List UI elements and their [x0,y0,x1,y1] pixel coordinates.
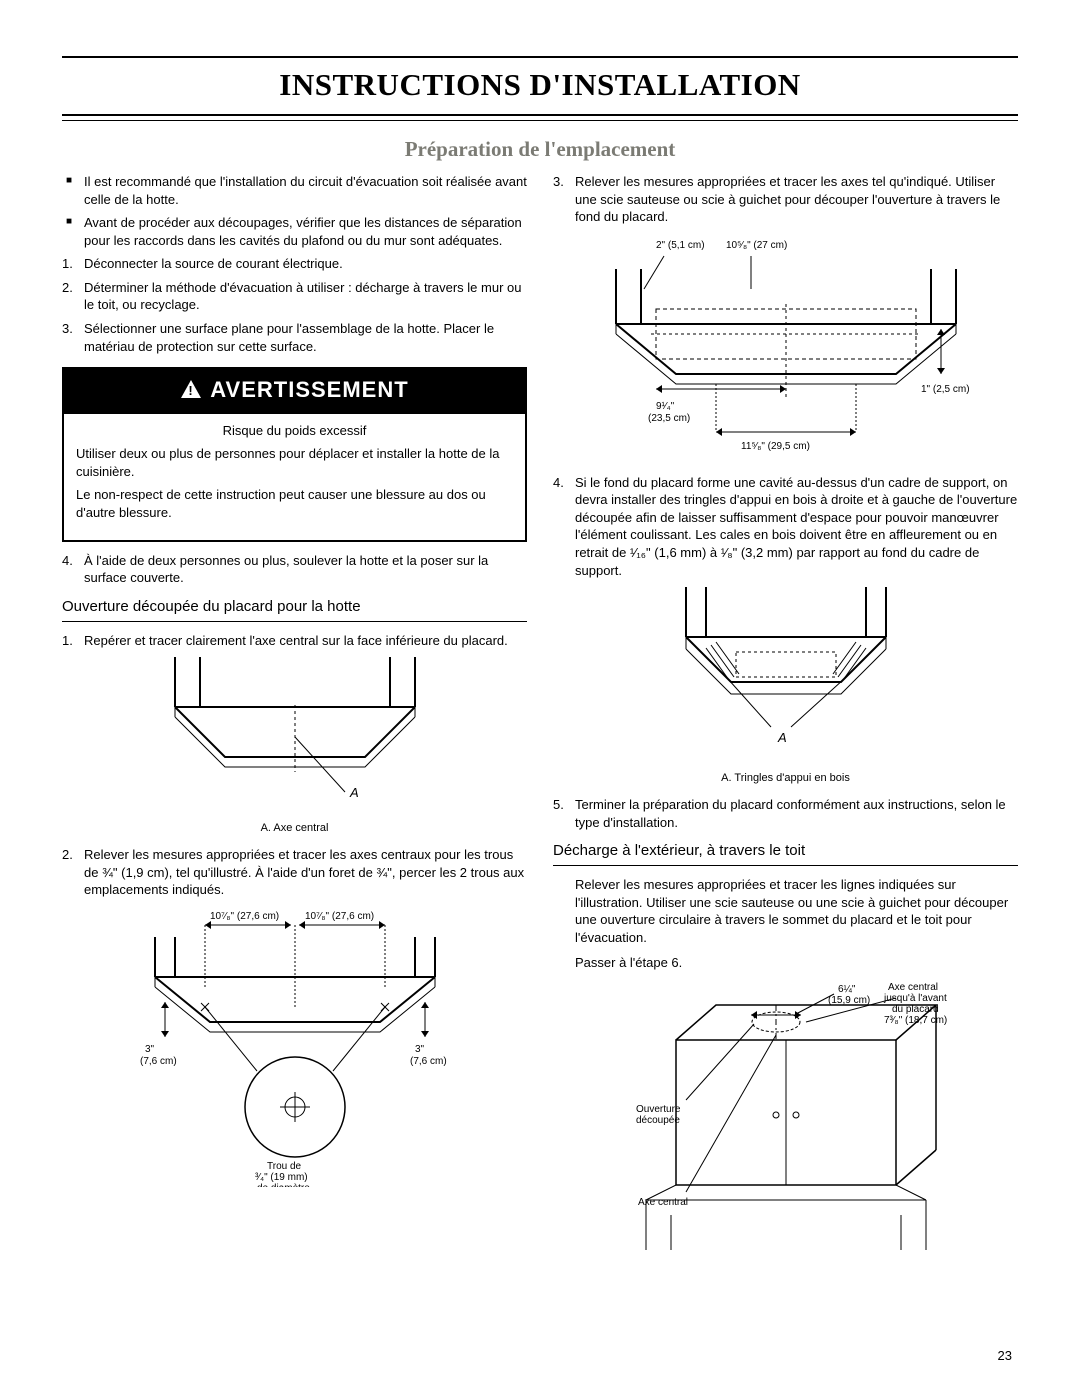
warning-header: ! AVERTISSEMENT [64,369,525,414]
step-item: 3. Sélectionner une surface plane pour l'… [62,320,527,355]
subheading-decharge: Décharge à l'extérieur, à travers le toi… [553,841,1018,866]
figure-drill-holes: 10⁷⁄₈" (27,6 cm) 10⁷⁄₈" (27,6 cm) [62,907,527,1187]
step-number: 5. [553,796,564,814]
dim-label: 3" [415,1044,425,1055]
document-title: INSTRUCTIONS D'INSTALLATION [62,64,1018,106]
ouverture-steps: 1. Repérer et tracer clairement l'axe cen… [62,632,527,650]
label-ouverture: Ouverture [636,1104,681,1115]
dim-label: 2" (5,1 cm) [656,240,705,251]
preparation-steps: 1. Déconnecter la source de courant élect… [62,255,527,355]
dim-label: (23,5 cm) [648,413,690,424]
label-axe-top: 7³⁄₈" (18,7 cm) [884,1015,947,1026]
label-axe-top: du placard [892,1004,939,1015]
title-underline-heavy [62,114,1018,116]
subheading-ouverture: Ouverture découpée du placard pour la ho… [62,597,527,622]
step-number: 3. [553,173,564,191]
dim-label: 10⁷⁄₈" (27,6 cm) [210,911,279,922]
label-ouverture: découpée [636,1115,680,1126]
step-text: Sélectionner une surface plane pour l'as… [84,321,494,354]
two-column-layout: Il est recommandé que l'installation du … [62,173,1018,1270]
step-text: Déconnecter la source de courant électri… [84,256,343,271]
figure-label-a: A [349,785,359,800]
warning-box: ! AVERTISSEMENT Risque du poids excessif… [62,367,527,541]
figure-caption: A. Axe central [62,821,527,836]
section-heading: Préparation de l'emplacement [62,135,1018,163]
dim-label: (15,9 cm) [828,995,870,1006]
dim-label: 6¼" [838,983,856,995]
right-column: 3. Relever les mesures appropriées et tra… [553,173,1018,1270]
step-number: 2. [62,846,73,864]
recommendation-bullets: Il est recommandé que l'installation du … [62,173,527,249]
step-text: À l'aide de deux personnes ou plus, soul… [84,553,488,586]
hole-label: ³⁄₄" (19 mm) [255,1172,308,1183]
paragraph-step6: Passer à l'étape 6. [553,954,1018,972]
title-underline-light [62,120,1018,121]
left-column: Il est recommandé que l'installation du … [62,173,527,1270]
step-item: 1. Repérer et tracer clairement l'axe cen… [62,632,527,650]
step-item: 2. Relever les mesures appropriées et tra… [62,846,527,899]
step-text: Déterminer la méthode d'évacuation à uti… [84,280,521,313]
label-axe-top: jusqu'à l'avant [883,993,947,1004]
dim-label: 10⁷⁄₈" (27,6 cm) [305,911,374,922]
step-text: Relever les mesures appropriées et trace… [84,847,524,897]
warning-line: Risque du poids excessif [76,422,513,440]
label-axe-top: Axe central [888,982,938,993]
hole-label: de diamètre [257,1183,310,1187]
step-number: 2. [62,279,73,297]
step-number: 3. [62,320,73,338]
step-number: 1. [62,255,73,273]
step-number: 4. [62,552,73,570]
figure-caption: A. Tringles d'appui en bois [553,771,1018,786]
warning-line: Utiliser deux ou plus de personnes pour … [76,445,513,480]
step-item: 4. Si le fond du placard forme une cavité… [553,474,1018,579]
step-number: 1. [62,632,73,650]
step-item: 2. Déterminer la méthode d'évacuation à u… [62,279,527,314]
dim-label: 11⁵⁄₈" (29,5 cm) [741,441,810,452]
figure-axe-central: A A. Axe central [62,657,527,836]
step-number: 4. [553,474,564,492]
figure-label-a: A [777,730,787,745]
step-text: Repérer et tracer clairement l'axe centr… [84,633,508,648]
label-axe-central: Axe central [638,1197,688,1208]
warning-body: Risque du poids excessif Utiliser deux o… [64,414,525,540]
warning-line: Le non-respect de cette instruction peut… [76,486,513,521]
step-item: 4. À l'aide de deux personnes ou plus, so… [62,552,527,587]
step-item: 1. Déconnecter la source de courant élect… [62,255,527,273]
svg-text:!: ! [189,383,194,398]
dim-label: 1" (2,5 cm) [921,384,970,395]
warning-triangle-icon: ! [180,377,202,407]
paragraph: Relever les mesures appropriées et trace… [553,876,1018,946]
right-steps-4: 4. Si le fond du placard forme une cavité… [553,474,1018,579]
dim-label: 3" [145,1044,155,1055]
ouverture-steps-2: 2. Relever les mesures appropriées et tra… [62,846,527,899]
step-text: Terminer la préparation du placard confo… [575,797,1006,830]
page-number: 23 [998,1347,1012,1365]
warning-header-text: AVERTISSEMENT [210,377,408,402]
figure-wood-rails: A A. Tringles d'appui en bois [553,587,1018,786]
hole-label: Trou de [267,1161,302,1172]
bullet-item: Il est recommandé que l'installation du … [62,173,527,208]
step-item: 3. Relever les mesures appropriées et tra… [553,173,1018,226]
dim-label: 10⁵⁄₈" (27 cm) [726,240,787,251]
right-steps-5: 5. Terminer la préparation du placard con… [553,796,1018,831]
dim-label: (7,6 cm) [140,1056,177,1067]
top-rule-heavy [62,56,1018,58]
step-item: 5. Terminer la préparation du placard con… [553,796,1018,831]
figure-cutout-dimensions: 2" (5,1 cm) 10⁵⁄₈" (27 cm) [553,234,1018,464]
right-steps: 3. Relever les mesures appropriées et tra… [553,173,1018,226]
bullet-item: Avant de procéder aux découpages, vérifi… [62,214,527,249]
dim-label: 9¹⁄₄" [656,401,675,412]
figure-roof-vent-cabinet: Ouverture découpée Axe central 6¼" (15,9… [553,980,1018,1260]
step-text: Relever les mesures appropriées et trace… [575,174,1000,224]
continued-steps: 4. À l'aide de deux personnes ou plus, so… [62,552,527,587]
step-text: Si le fond du placard forme une cavité a… [575,475,1017,578]
dim-label: (7,6 cm) [410,1056,447,1067]
